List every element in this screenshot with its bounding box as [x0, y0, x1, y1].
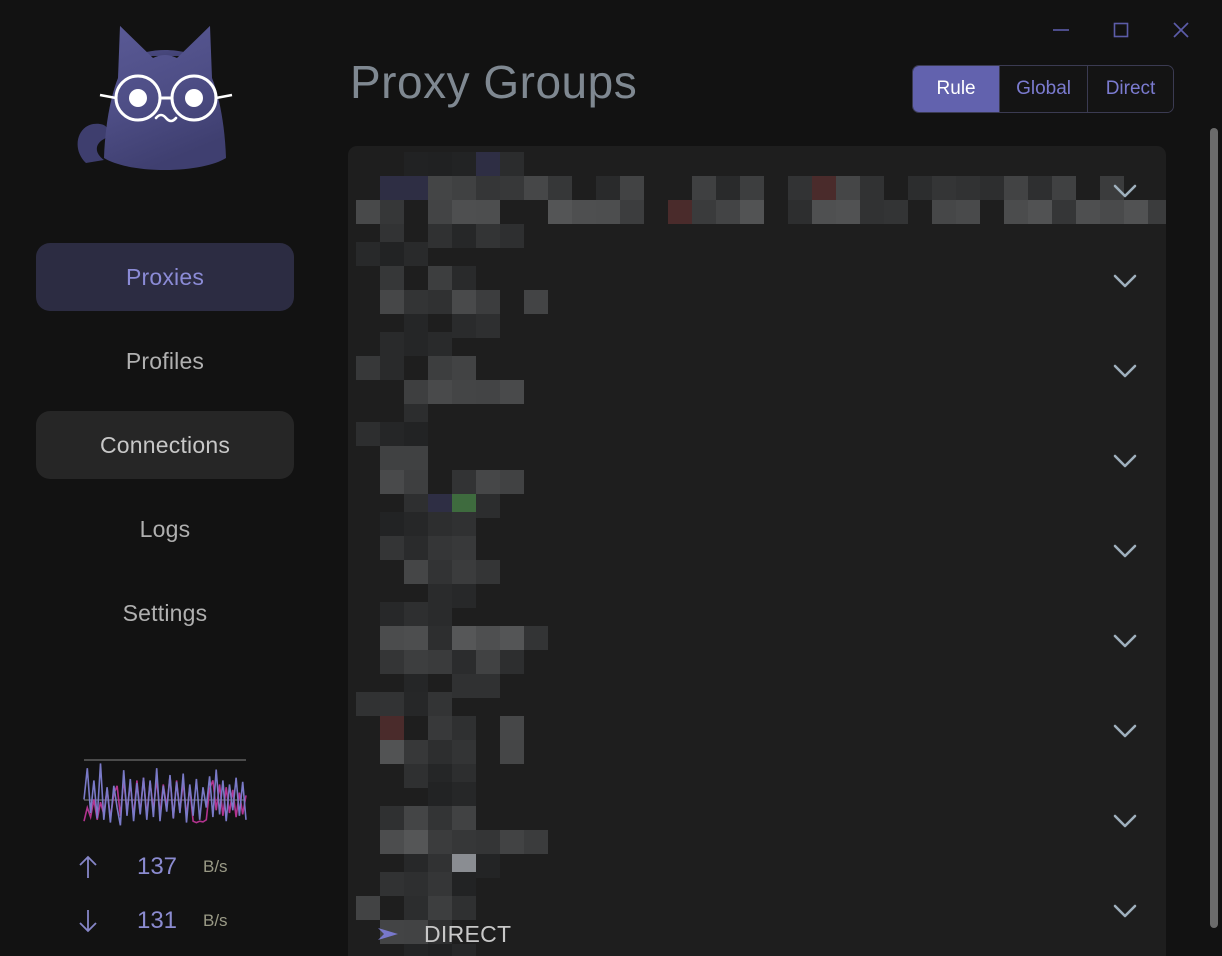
upload-stat-row: 137 B/s	[65, 840, 265, 894]
proxy-group-row[interactable]	[348, 326, 1166, 428]
chevron-down-icon[interactable]	[1112, 363, 1138, 379]
proxy-mode-switcher: Rule Global Direct	[912, 65, 1174, 113]
sidebar-item-logs[interactable]: Logs	[36, 495, 294, 563]
scrollbar-thumb[interactable]	[1210, 128, 1218, 928]
sidebar-item-settings[interactable]: Settings	[36, 579, 294, 647]
sidebar-item-label: Logs	[139, 515, 191, 542]
download-speed-value: 131	[136, 907, 178, 934]
upload-speed-value: 137	[136, 853, 178, 880]
sidebar-item-label: Settings	[122, 599, 208, 626]
proxy-group-row[interactable]	[348, 596, 1166, 698]
chevron-down-icon[interactable]	[1112, 633, 1138, 649]
mode-button-global[interactable]: Global	[999, 66, 1087, 112]
send-arrow-icon	[376, 924, 402, 944]
clash-cat-logo-icon	[60, 18, 270, 213]
sidebar-item-profiles[interactable]: Profiles	[36, 327, 294, 395]
minimize-icon	[1050, 19, 1072, 41]
cat-tail	[77, 123, 109, 163]
maximize-icon	[1110, 19, 1132, 41]
chevron-down-icon[interactable]	[1112, 813, 1138, 829]
page-title: Proxy Groups	[350, 56, 638, 108]
close-button[interactable]	[1160, 10, 1202, 50]
chevron-down-icon[interactable]	[1112, 183, 1138, 199]
proxy-group-row[interactable]	[348, 416, 1166, 518]
close-icon	[1169, 18, 1193, 42]
sidebar: Proxies Profiles Connections Logs Settin…	[0, 0, 330, 956]
chevron-down-icon[interactable]	[1112, 543, 1138, 559]
proxy-group-row[interactable]	[348, 146, 1166, 248]
chevron-down-icon[interactable]	[1112, 723, 1138, 739]
traffic-panel: 137 B/s 131 B/s	[0, 752, 330, 948]
chevron-down-icon[interactable]	[1112, 273, 1138, 289]
sidebar-item-connections[interactable]: Connections	[36, 411, 294, 479]
proxy-group-row[interactable]	[348, 236, 1166, 338]
arrow-up-icon	[65, 853, 111, 881]
download-speed-unit: B/s	[203, 911, 228, 930]
mode-button-rule[interactable]: Rule	[913, 66, 1000, 112]
direct-proxy-label: DIRECT	[424, 920, 512, 947]
mode-button-direct[interactable]: Direct	[1087, 66, 1173, 112]
sidebar-item-label: Profiles	[125, 347, 205, 374]
sidebar-nav: Proxies Profiles Connections Logs Settin…	[36, 243, 294, 663]
proxy-group-list[interactable]: DIRECT	[348, 146, 1166, 956]
sidebar-item-label: Proxies	[125, 263, 205, 290]
traffic-sparkline	[82, 752, 248, 840]
proxy-group-row[interactable]	[348, 506, 1166, 608]
proxy-group-row[interactable]	[348, 776, 1166, 878]
minimize-button[interactable]	[1040, 10, 1082, 50]
main-scrollbar[interactable]	[1210, 128, 1218, 934]
window-controls	[1040, 10, 1202, 50]
chevron-down-icon[interactable]	[1112, 453, 1138, 469]
proxy-group-row[interactable]	[348, 686, 1166, 788]
chevron-down-icon[interactable]	[1112, 903, 1138, 919]
direct-proxy-entry[interactable]: DIRECT	[348, 912, 1166, 956]
app-logo	[60, 18, 270, 213]
sidebar-item-label: Connections	[99, 431, 231, 458]
arrow-down-icon	[65, 907, 111, 935]
upload-speed-unit: B/s	[203, 857, 228, 876]
sidebar-item-proxies[interactable]: Proxies	[36, 243, 294, 311]
proxy-group-row[interactable]	[348, 866, 1166, 956]
maximize-button[interactable]	[1100, 10, 1142, 50]
download-stat-row: 131 B/s	[65, 894, 265, 948]
sparkline-upload-series	[83, 763, 247, 826]
